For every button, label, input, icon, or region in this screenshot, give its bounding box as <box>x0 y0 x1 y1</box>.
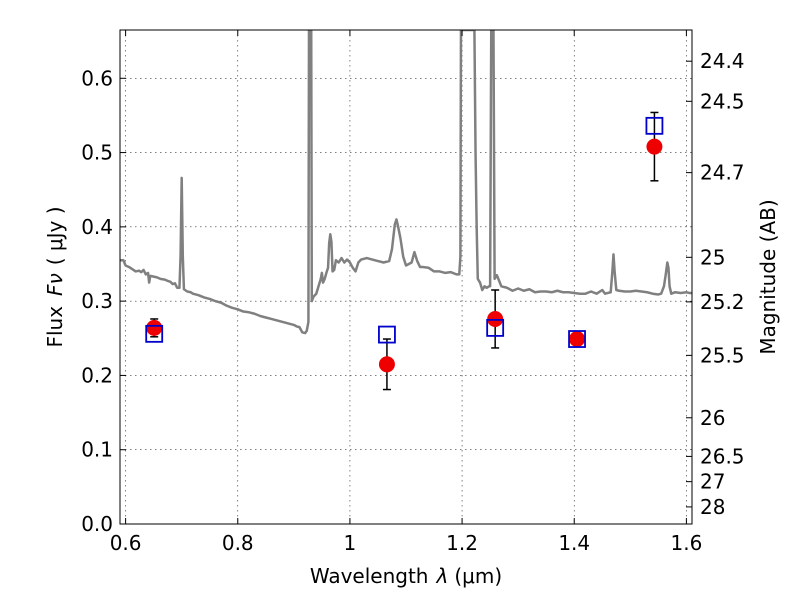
observed-point <box>146 319 163 336</box>
magnitude-tick-label: 24.5 <box>700 89 745 113</box>
grid <box>120 30 692 525</box>
y-axis-label-symbol: Fν <box>43 273 67 296</box>
observed-point <box>646 138 663 155</box>
x-tick-label: 1.6 <box>670 531 702 555</box>
model-point <box>378 325 396 344</box>
observed-points <box>146 138 663 373</box>
y-tick-label: 0.3 <box>81 289 113 313</box>
error-bars <box>150 111 659 391</box>
y-axis-label-unit: ( μJy ) <box>43 206 67 265</box>
y-tick-label: 0.5 <box>81 141 113 165</box>
observed-point <box>378 356 395 373</box>
y-tick-label: 0.4 <box>81 215 113 239</box>
magnitude-tick-label: 25.5 <box>700 343 745 367</box>
y-tick-label: 0.1 <box>81 438 113 462</box>
model-point <box>486 318 505 337</box>
x-tick-label: 0.6 <box>110 531 142 555</box>
template-spectrum <box>120 30 692 335</box>
x-tick-label: 1.4 <box>558 531 590 555</box>
observed-point <box>569 331 586 348</box>
y-axis-label-prefix: Flux <box>43 306 67 348</box>
x-axis-label-symbol: λ <box>436 564 449 588</box>
magnitude-tick-label: 26 <box>700 406 725 430</box>
magnitude-tick-label: 28 <box>700 495 725 519</box>
y2-axis-label: Magnitude (AB) <box>756 199 780 354</box>
observed-point <box>487 310 504 327</box>
magnitude-tick-label: 25 <box>700 245 725 269</box>
magnitude-tick-label: 25.2 <box>700 290 745 314</box>
magnitude-tick-label: 27 <box>700 470 725 494</box>
magnitude-tick-label: 24.7 <box>700 161 745 185</box>
model-point <box>568 330 586 348</box>
y-ticks: 0.0 0.1 0.2 0.3 0.4 0.5 0.6 <box>81 66 126 536</box>
magnitude-tick-label: 24.4 <box>700 49 745 73</box>
model-point <box>645 116 664 135</box>
plot-frame <box>119 29 693 525</box>
y-axis-label: Flux Fν ( μJy ) <box>43 206 67 347</box>
magnitude-tick-label: 26.5 <box>700 444 745 468</box>
x-tick-label: 0.8 <box>222 531 254 555</box>
spectrum-line <box>120 30 692 335</box>
model-point <box>145 324 164 343</box>
model-points <box>145 116 664 348</box>
y-tick-label: 0.0 <box>81 512 113 536</box>
x-tick-label: 1.2 <box>446 531 478 555</box>
x-axis-label-prefix: Wavelength <box>310 564 429 588</box>
x-axis-label: Wavelength λ (μm) <box>310 564 502 588</box>
y-tick-label: 0.6 <box>81 66 113 90</box>
x-ticks: 0.6 0.8 1 1.2 1.4 1.6 <box>110 30 702 555</box>
x-axis-label-unit: (μm) <box>454 564 502 588</box>
y-tick-label: 0.2 <box>81 363 113 387</box>
x-tick-label: 1 <box>344 531 357 555</box>
